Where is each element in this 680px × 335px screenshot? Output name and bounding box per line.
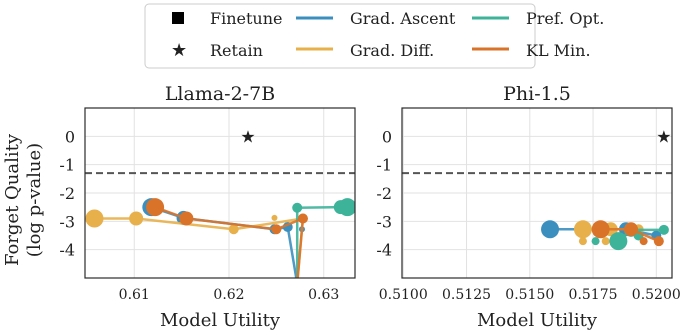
data-point-grad-diff <box>573 220 592 239</box>
panel-phi: ★ 0.5100 0.5125 0.5150 0.5175 0.5200 0 -1 -2 -3 -4… <box>376 83 680 331</box>
data-point-pref-opt <box>658 224 669 235</box>
y-axis-label-line2: (log p-value) <box>24 143 45 257</box>
data-point-grad-diff <box>129 211 144 226</box>
legend-finetune-label: Finetune <box>210 9 283 28</box>
data-point-grad-diff <box>294 281 300 287</box>
panel-llama: ★ 0.61 0.62 0.63 0 -1 -2 -3 -4 Llama-2-7B Model Ut… <box>59 83 356 331</box>
data-point-kl-min <box>624 222 639 237</box>
data-point-kl-min <box>294 281 300 287</box>
data-point-grad-diff <box>228 224 239 235</box>
data-point-pref-opt <box>294 281 300 287</box>
legend-retain-marker: ★ <box>171 40 187 61</box>
legend-retain-label: Retain <box>210 41 263 60</box>
data-point-grad-ascent <box>294 281 300 287</box>
data-point-kl-min <box>653 236 664 247</box>
x-tick-label: 0.61 <box>119 287 150 303</box>
y-axis-label-line1: Forget Quality <box>2 133 23 266</box>
y-tick-label: -2 <box>376 184 392 203</box>
y-tick-label: -4 <box>376 241 392 260</box>
y-tick-label: -3 <box>59 212 75 231</box>
legend-grad-diff-label: Grad. Diff. <box>350 41 434 60</box>
y-tick-label: 0 <box>65 127 75 146</box>
x-tick-label: 0.63 <box>308 287 339 303</box>
data-point-kl-min <box>297 213 308 224</box>
data-point-pref-opt <box>292 202 303 213</box>
x-tick-label: 0.5125 <box>442 287 491 303</box>
data-point-pref-opt <box>333 200 348 215</box>
data-point-kl-min <box>146 198 165 217</box>
data-point-grad-ascent <box>541 220 560 239</box>
legend-grad-ascent-label: Grad. Ascent <box>350 9 456 28</box>
data-point-pref-opt <box>591 237 600 246</box>
data-point-kl-min <box>271 224 282 235</box>
data-point-grad-diff <box>85 209 104 228</box>
y-tick-label: -1 <box>59 156 75 175</box>
legend: Finetune ★ Retain Grad. Ascent Grad. Dif… <box>144 3 604 69</box>
x-tick-label: 0.5175 <box>569 287 618 303</box>
data-point-kl-min <box>179 211 194 226</box>
y-tick-label: -2 <box>59 184 75 203</box>
data-point-grad-diff <box>601 237 610 246</box>
x-tick-label: 0.5100 <box>379 287 428 303</box>
data-point-kl-min <box>639 237 648 246</box>
data-point-grad-diff <box>578 237 587 246</box>
legend-kl-min-label: KL Min. <box>526 41 591 60</box>
x-axis-label: Model Utility <box>477 310 598 331</box>
legend-finetune-marker <box>172 12 184 24</box>
x-axis-label: Model Utility <box>160 310 281 331</box>
legend-frame <box>144 3 536 69</box>
x-tick-label: 0.62 <box>213 287 244 303</box>
y-tick-label: -3 <box>376 212 392 231</box>
y-tick-label: -4 <box>59 241 75 260</box>
data-point-pref-opt <box>609 232 628 251</box>
plot-frame <box>401 107 673 279</box>
data-point-grad-diff <box>271 214 278 221</box>
panel-title: Llama-2-7B <box>165 83 275 105</box>
data-point-kl-min <box>591 220 610 239</box>
x-tick-label: 0.5200 <box>632 287 680 303</box>
x-tick-label: 0.5150 <box>505 287 554 303</box>
retain-star-marker: ★ <box>240 127 255 147</box>
legend-pref-opt-label: Pref. Opt. <box>526 9 604 28</box>
panel-title: Phi-1.5 <box>503 83 571 105</box>
retain-star-marker: ★ <box>656 127 671 147</box>
plot-frame <box>84 107 356 279</box>
y-tick-label: 0 <box>382 127 392 146</box>
y-tick-label: -1 <box>376 156 392 175</box>
